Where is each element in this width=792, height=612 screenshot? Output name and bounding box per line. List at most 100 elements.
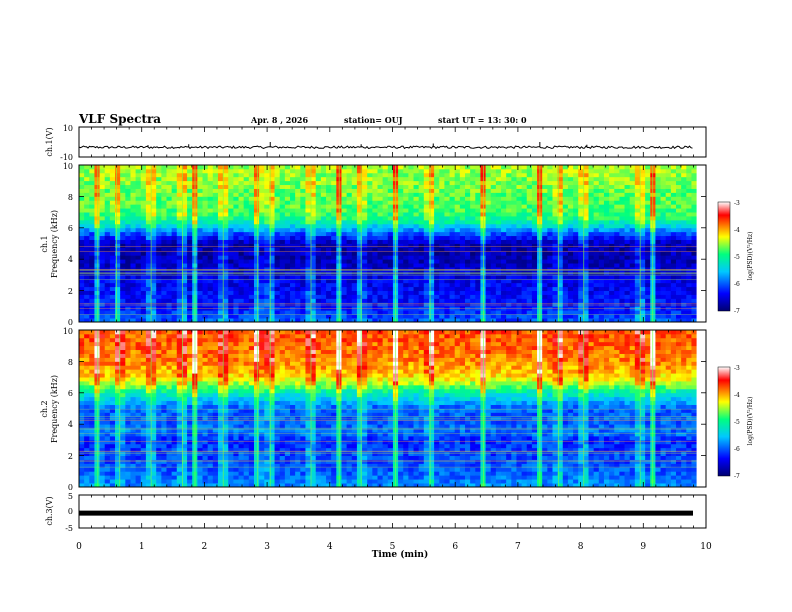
ch1-spec-cell bbox=[166, 219, 173, 225]
ch1-spec-cell bbox=[79, 235, 85, 240]
ch1-spec-cell bbox=[109, 251, 116, 256]
ch1-spec-cell bbox=[645, 200, 651, 205]
ch1-spec-cell bbox=[84, 255, 90, 260]
ch1-spec-cell bbox=[269, 200, 275, 205]
ch1-spec-cell bbox=[475, 251, 481, 256]
ch1-spec-cell bbox=[434, 274, 440, 280]
ch1-spec-cell bbox=[109, 310, 116, 315]
ch1-spec-cell bbox=[310, 247, 317, 252]
ch1-spec-cell bbox=[506, 184, 512, 189]
ch1-spec-cell bbox=[238, 251, 245, 256]
ch1-spec-cell bbox=[567, 243, 574, 248]
ch1-spec-cell bbox=[521, 176, 528, 182]
ch1-spec-cell bbox=[423, 172, 430, 178]
ch1-spec-cell bbox=[130, 294, 137, 299]
ch1-spec-cell bbox=[465, 219, 471, 225]
ch1-spec-cell bbox=[444, 208, 450, 213]
ch1-spec-cell bbox=[243, 188, 250, 193]
ch1-spec-cell bbox=[295, 290, 301, 295]
ch1-spec-cell bbox=[665, 227, 672, 233]
ch1-spec-cell bbox=[89, 239, 95, 244]
ch1-spec-cell bbox=[79, 231, 85, 237]
ch1-spec-cell bbox=[120, 231, 126, 237]
ch1-spec-cell bbox=[197, 165, 203, 170]
ch1-spec-cell bbox=[130, 192, 137, 197]
ch1-spec-cell bbox=[187, 184, 193, 189]
ch1-spec-cell bbox=[315, 290, 322, 295]
ch1-spec-cell bbox=[501, 219, 507, 225]
ch1-spec-cell bbox=[676, 172, 682, 178]
ch1-spec-cell bbox=[573, 212, 579, 217]
ch1-spec-cell bbox=[79, 263, 85, 268]
ch1-spec-cell bbox=[603, 255, 610, 260]
ch1-spec-cell bbox=[609, 172, 615, 178]
ch1-spec-cell bbox=[94, 231, 100, 237]
ch1-spec-cell bbox=[382, 274, 389, 280]
ch1-spec-cell bbox=[290, 239, 296, 244]
ch1-spec-cell bbox=[217, 251, 224, 256]
ch1-spec-cell bbox=[511, 263, 517, 268]
ch1-spec-cell bbox=[228, 208, 234, 213]
ch1-spec-cell bbox=[665, 298, 672, 303]
ch1-spec-cell bbox=[362, 310, 368, 315]
ch1-spec-cell bbox=[413, 294, 420, 299]
ch1-spec-cell bbox=[619, 219, 625, 225]
ch1-spec-cell bbox=[624, 231, 631, 237]
ch1-spec-cell bbox=[145, 200, 152, 205]
ch1-spec-cell bbox=[485, 247, 492, 252]
ch1-spec-cell bbox=[639, 200, 646, 205]
ch1-spec-cell bbox=[614, 302, 620, 307]
ch1-spec-cell bbox=[156, 310, 162, 315]
ch1-spec-cell bbox=[99, 231, 106, 237]
ch1-spec-cell bbox=[115, 282, 121, 288]
ch1-spec-cell bbox=[439, 282, 445, 288]
ch1-spec-cell bbox=[161, 243, 167, 248]
ch1-spec-cell bbox=[171, 251, 178, 256]
ch1-spec-cell bbox=[331, 168, 337, 174]
ch1-spec-cell bbox=[305, 294, 311, 299]
ch1-spec-cell bbox=[573, 176, 579, 182]
ch1-spec-cell bbox=[145, 318, 152, 323]
ch1-spec-cell bbox=[176, 282, 183, 288]
ch1-spec-cell bbox=[310, 172, 317, 178]
ch1-spec-cell bbox=[125, 318, 131, 323]
ch2-spec-cell bbox=[79, 333, 85, 339]
ch1-spec-cell bbox=[341, 168, 348, 174]
ch1-spec-cell bbox=[166, 176, 173, 182]
ch1-spec-cell bbox=[84, 259, 90, 264]
ch1-spec-cell bbox=[665, 212, 672, 217]
ch1-spec-cell bbox=[547, 227, 553, 233]
ch1-spec-cell bbox=[434, 223, 440, 229]
ch1-spec-cell bbox=[686, 243, 692, 248]
ch1-spec-cell bbox=[552, 223, 559, 229]
ch1-spec-cell bbox=[681, 310, 687, 315]
ch1-spec-cell bbox=[485, 278, 492, 284]
ch1-spec-cell bbox=[454, 263, 461, 268]
ch1-spec-cell bbox=[279, 310, 286, 315]
ch1-spec-cell bbox=[531, 239, 538, 244]
ch1-spec-cell bbox=[501, 208, 507, 213]
ch1-spec-cell bbox=[495, 204, 502, 209]
ch1-spec-cell bbox=[619, 255, 625, 260]
ch1-spec-cell bbox=[181, 310, 188, 315]
ch1-spec-cell bbox=[470, 255, 476, 260]
ch1-spec-cell bbox=[151, 212, 157, 217]
ch1-spec-cell bbox=[89, 255, 95, 260]
ch1-spec-cell bbox=[475, 208, 481, 213]
ch1-spec-cell bbox=[655, 274, 661, 280]
ch1-spec-cell bbox=[125, 290, 131, 295]
ch1-spec-cell bbox=[89, 219, 95, 225]
ch1-spec-cell bbox=[264, 286, 270, 292]
ch1-spec-cell bbox=[166, 251, 173, 256]
ch1-spec-cell bbox=[645, 172, 651, 178]
ch1-spec-cell bbox=[217, 259, 224, 264]
ch1-spec-cell bbox=[398, 204, 404, 209]
ch1-spec-cell bbox=[547, 204, 553, 209]
ch1-spec-cell bbox=[552, 184, 559, 189]
ch1-spec-cell bbox=[274, 318, 281, 323]
ch1-spec-cell bbox=[115, 212, 121, 217]
ch1-waveform-trace bbox=[78, 145, 693, 150]
ch1-spec-cell bbox=[475, 274, 481, 280]
ch1-spec-cell bbox=[315, 247, 322, 252]
ch1-spec-cell bbox=[217, 219, 224, 225]
